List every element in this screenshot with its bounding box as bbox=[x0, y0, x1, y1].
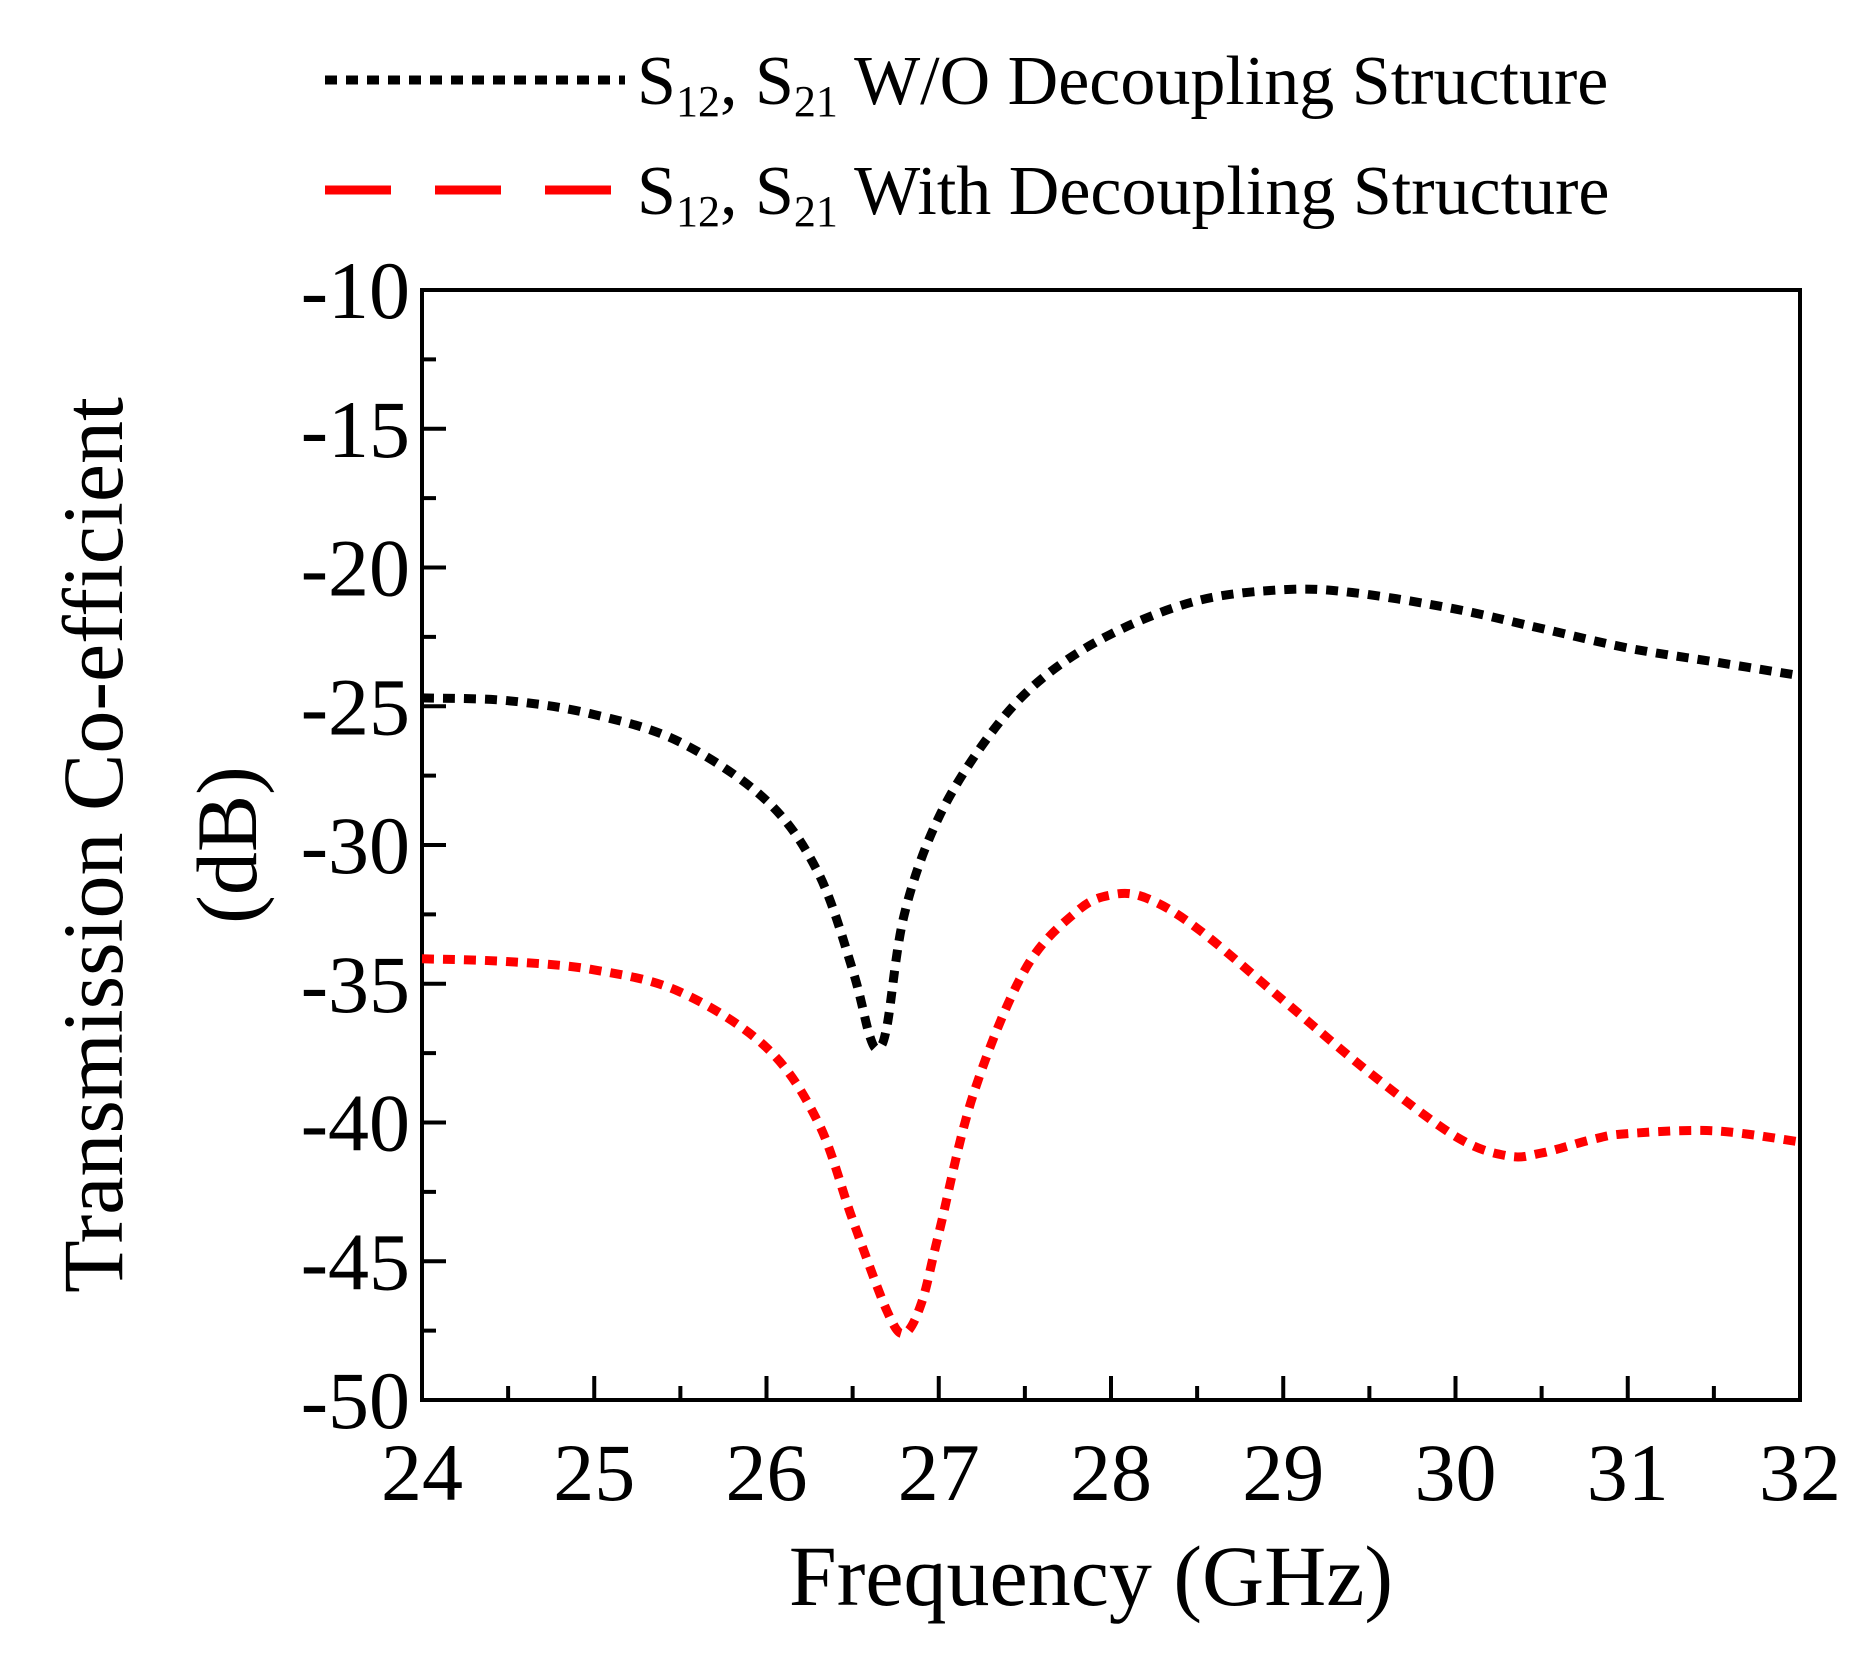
y-tick-label: -50 bbox=[301, 1355, 410, 1446]
legend: S12, S21 W/O Decoupling Structure S12, S… bbox=[325, 43, 1609, 236]
y-tick-label: -35 bbox=[301, 939, 410, 1030]
y-tick-label: -10 bbox=[301, 245, 410, 336]
y-tick-label: -15 bbox=[301, 384, 410, 475]
series-line-1 bbox=[421, 584, 1801, 1053]
y-tick-label: -40 bbox=[301, 1078, 410, 1169]
x-tick-label: 24 bbox=[381, 1427, 463, 1518]
series-line-2 bbox=[421, 888, 1801, 1339]
y-tick-label: -25 bbox=[301, 661, 410, 752]
y-tick-label: -30 bbox=[301, 800, 410, 891]
plot-frame bbox=[420, 288, 1802, 1402]
x-tick-label: 31 bbox=[1587, 1427, 1669, 1518]
x-tick-label: 30 bbox=[1415, 1427, 1497, 1518]
x-tick-label: 28 bbox=[1070, 1427, 1152, 1518]
x-tick-label: 25 bbox=[553, 1427, 635, 1518]
x-tick-label: 27 bbox=[898, 1427, 980, 1518]
x-tick-label: 29 bbox=[1242, 1427, 1324, 1518]
x-tick-label: 32 bbox=[1759, 1427, 1841, 1518]
x-tick-label: 26 bbox=[726, 1427, 808, 1518]
x-tick-labels: 24 25 26 27 28 29 30 31 32 bbox=[381, 1427, 1841, 1518]
y-tick-label: -45 bbox=[301, 1216, 410, 1307]
axis-ticks bbox=[420, 288, 1802, 1402]
series-group bbox=[421, 584, 1801, 1339]
x-axis-title: Frequency (GHz) bbox=[789, 1528, 1393, 1624]
y-tick-labels: -10 -15 -20 -25 -30 -35 -40 -45 -50 bbox=[301, 245, 410, 1446]
y-axis-title-line1: Transmission Co-efficient bbox=[45, 397, 141, 1293]
legend-label-series-2: S12, S21 With Decoupling Structure bbox=[637, 153, 1609, 236]
y-axis-title-line2: (dB) bbox=[179, 766, 275, 924]
y-tick-label: -20 bbox=[301, 523, 410, 614]
legend-label-series-1: S12, S21 W/O Decoupling Structure bbox=[637, 43, 1608, 126]
